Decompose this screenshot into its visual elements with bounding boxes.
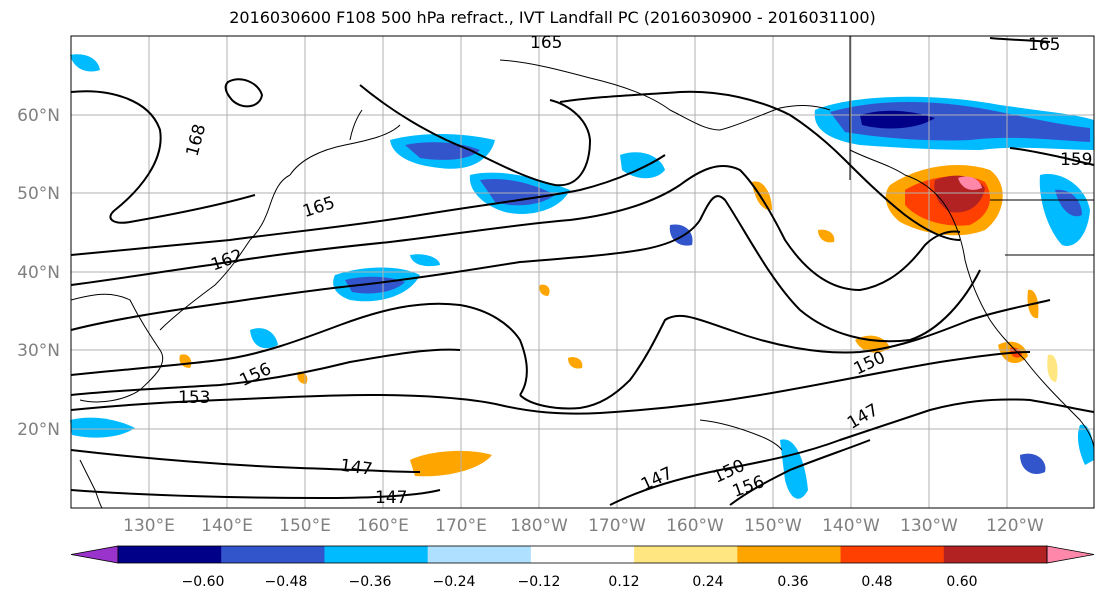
contour-label: 147: [375, 488, 407, 508]
lon-label: 130°W: [900, 516, 958, 536]
lon-label: 170°W: [588, 516, 646, 536]
colorbar-segment: [634, 546, 738, 563]
lat-label-20n: 20°N: [17, 420, 60, 440]
contour-label: 159: [1060, 150, 1092, 170]
contour-label: 165: [1028, 35, 1060, 55]
colorbar-tick: 0.36: [777, 574, 808, 590]
colorbar-segment: [530, 546, 635, 563]
contour-label: 165: [530, 33, 562, 53]
colorbar-extend-high: [1046, 545, 1095, 564]
lon-label: 120°W: [986, 516, 1044, 536]
colorbar-segment: [118, 546, 222, 563]
colorbar-frame: [117, 545, 1048, 564]
lon-label: 140°E: [201, 516, 253, 536]
lat-label-30n: 30°N: [17, 341, 60, 361]
map-graticule: [71, 36, 1094, 508]
contour-label: 153: [178, 388, 210, 408]
lon-label: 150°W: [744, 516, 802, 536]
colorbar-extend-low: [70, 545, 119, 564]
lon-label: 160°E: [357, 516, 409, 536]
lon-label: 150°E: [279, 516, 331, 536]
map-panel: 165 165 168 165 162 159 156 153 150 147 …: [70, 33, 1095, 509]
lon-label: 180°W: [510, 516, 568, 536]
lon-label: 130°E: [123, 516, 175, 536]
lat-label-50n: 50°N: [17, 184, 60, 204]
colorbar: −0.60 −0.48 −0.36 −0.24 −0.12 0.12 0.24 …: [70, 545, 1095, 590]
colorbar-segment: [221, 546, 325, 563]
colorbar-tick: 0.60: [946, 574, 977, 590]
coastlines: [70, 36, 1095, 509]
colorbar-segments: [70, 545, 1095, 564]
colorbar-segment: [840, 546, 945, 563]
lon-label: 140°W: [822, 516, 880, 536]
colorbar-tick: −0.12: [518, 574, 561, 590]
lat-label-40n: 40°N: [17, 263, 60, 283]
height-contours: [70, 37, 1095, 506]
lat-label-60n: 60°N: [17, 106, 60, 126]
colorbar-tick: −0.60: [182, 574, 225, 590]
latitude-labels: 60°N 50°N 40°N 30°N 20°N: [17, 106, 60, 440]
colorbar-tick: 0.24: [692, 574, 723, 590]
colorbar-tick: 0.12: [608, 574, 639, 590]
colorbar-tick-labels: −0.60 −0.48 −0.36 −0.24 −0.12 0.12 0.24 …: [182, 574, 978, 590]
lon-label: 170°E: [435, 516, 487, 536]
colorbar-segment: [737, 546, 842, 563]
colorbar-tick: 0.48: [861, 574, 892, 590]
positive-anomaly-shading: [179, 165, 1058, 477]
colorbar-segment: [324, 546, 429, 563]
map-title: 2016030600 F108 500 hPa refract., IVT La…: [229, 8, 876, 27]
colorbar-segment: [427, 546, 532, 563]
lon-label: 160°W: [666, 516, 724, 536]
colorbar-tick: −0.24: [433, 574, 476, 590]
colorbar-tick: −0.36: [349, 574, 392, 590]
contour-label: 147: [339, 456, 374, 480]
colorbar-tick: −0.48: [265, 574, 308, 590]
longitude-labels: 130°E 140°E 150°E 160°E 170°E 180°W 170°…: [123, 516, 1044, 536]
colorbar-segment: [943, 546, 1048, 563]
